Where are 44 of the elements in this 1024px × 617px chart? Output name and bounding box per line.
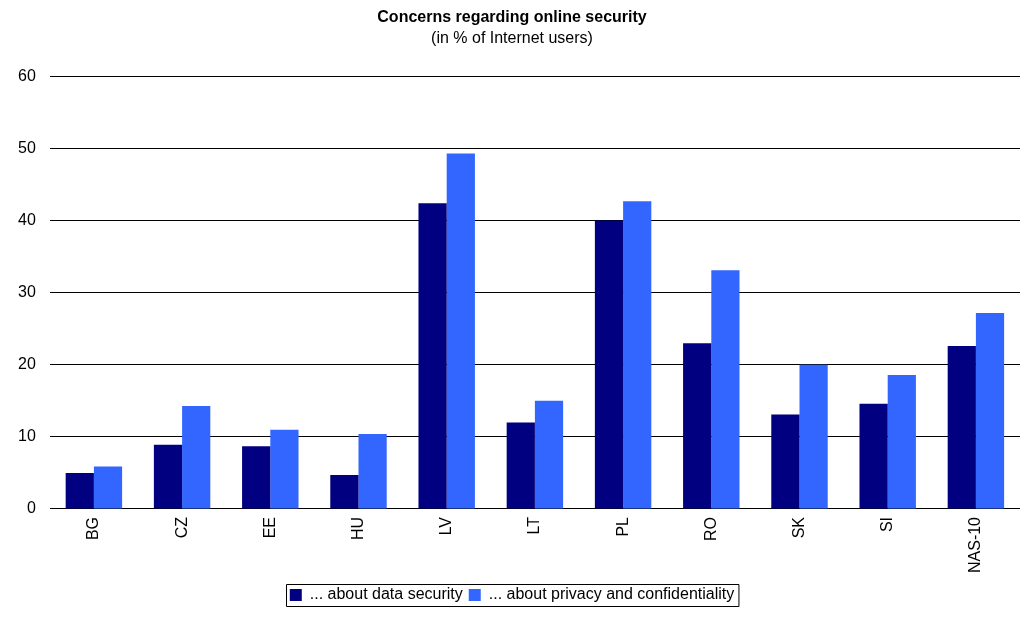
bar [534,400,564,509]
x-tick-label: NAS-10 [966,516,984,574]
bar [859,403,888,509]
y-tick-label: 30 [18,283,36,301]
bar [65,472,94,509]
bar [594,220,624,509]
x-tick-label: LV [437,516,455,536]
legend-label: ... about privacy and confidentiality [488,585,735,603]
bar [153,444,183,509]
x-tick-label: SI [878,516,896,533]
y-tick-label: 10 [18,427,36,445]
bar [711,270,740,509]
bar [623,201,652,509]
x-tick-label: SK [789,516,807,539]
x-tick-label: CZ [172,516,190,539]
legend-label: ... about data security [309,585,463,603]
x-tick-label: EE [260,516,278,539]
y-tick-label: 40 [18,211,36,228]
chart-subtitle: (in % of Internet users) [431,29,593,47]
bar [93,466,123,509]
bar [242,446,271,509]
x-tick-label: RO [701,516,719,541]
y-tick-label: 60 [18,66,36,84]
y-tick-label: 0 [26,499,36,517]
bar [771,414,800,509]
bar [270,429,299,509]
bar [506,422,535,509]
bar [358,434,387,509]
y-tick-label: 50 [18,138,36,156]
bar [182,405,211,509]
y-tick-label: 20 [18,355,36,373]
x-tick-label: BG [84,516,102,541]
bar [446,153,475,509]
bar [418,203,447,509]
bar [683,343,712,509]
x-tick-label: LT [525,516,543,535]
bar [887,374,916,509]
bar [975,312,1005,509]
bar [330,475,359,509]
x-tick-label: PL [613,516,631,537]
chart-title: Concerns regarding online security [377,8,647,26]
bar [947,346,976,509]
bar [799,364,828,509]
x-tick-label: HU [348,516,366,541]
